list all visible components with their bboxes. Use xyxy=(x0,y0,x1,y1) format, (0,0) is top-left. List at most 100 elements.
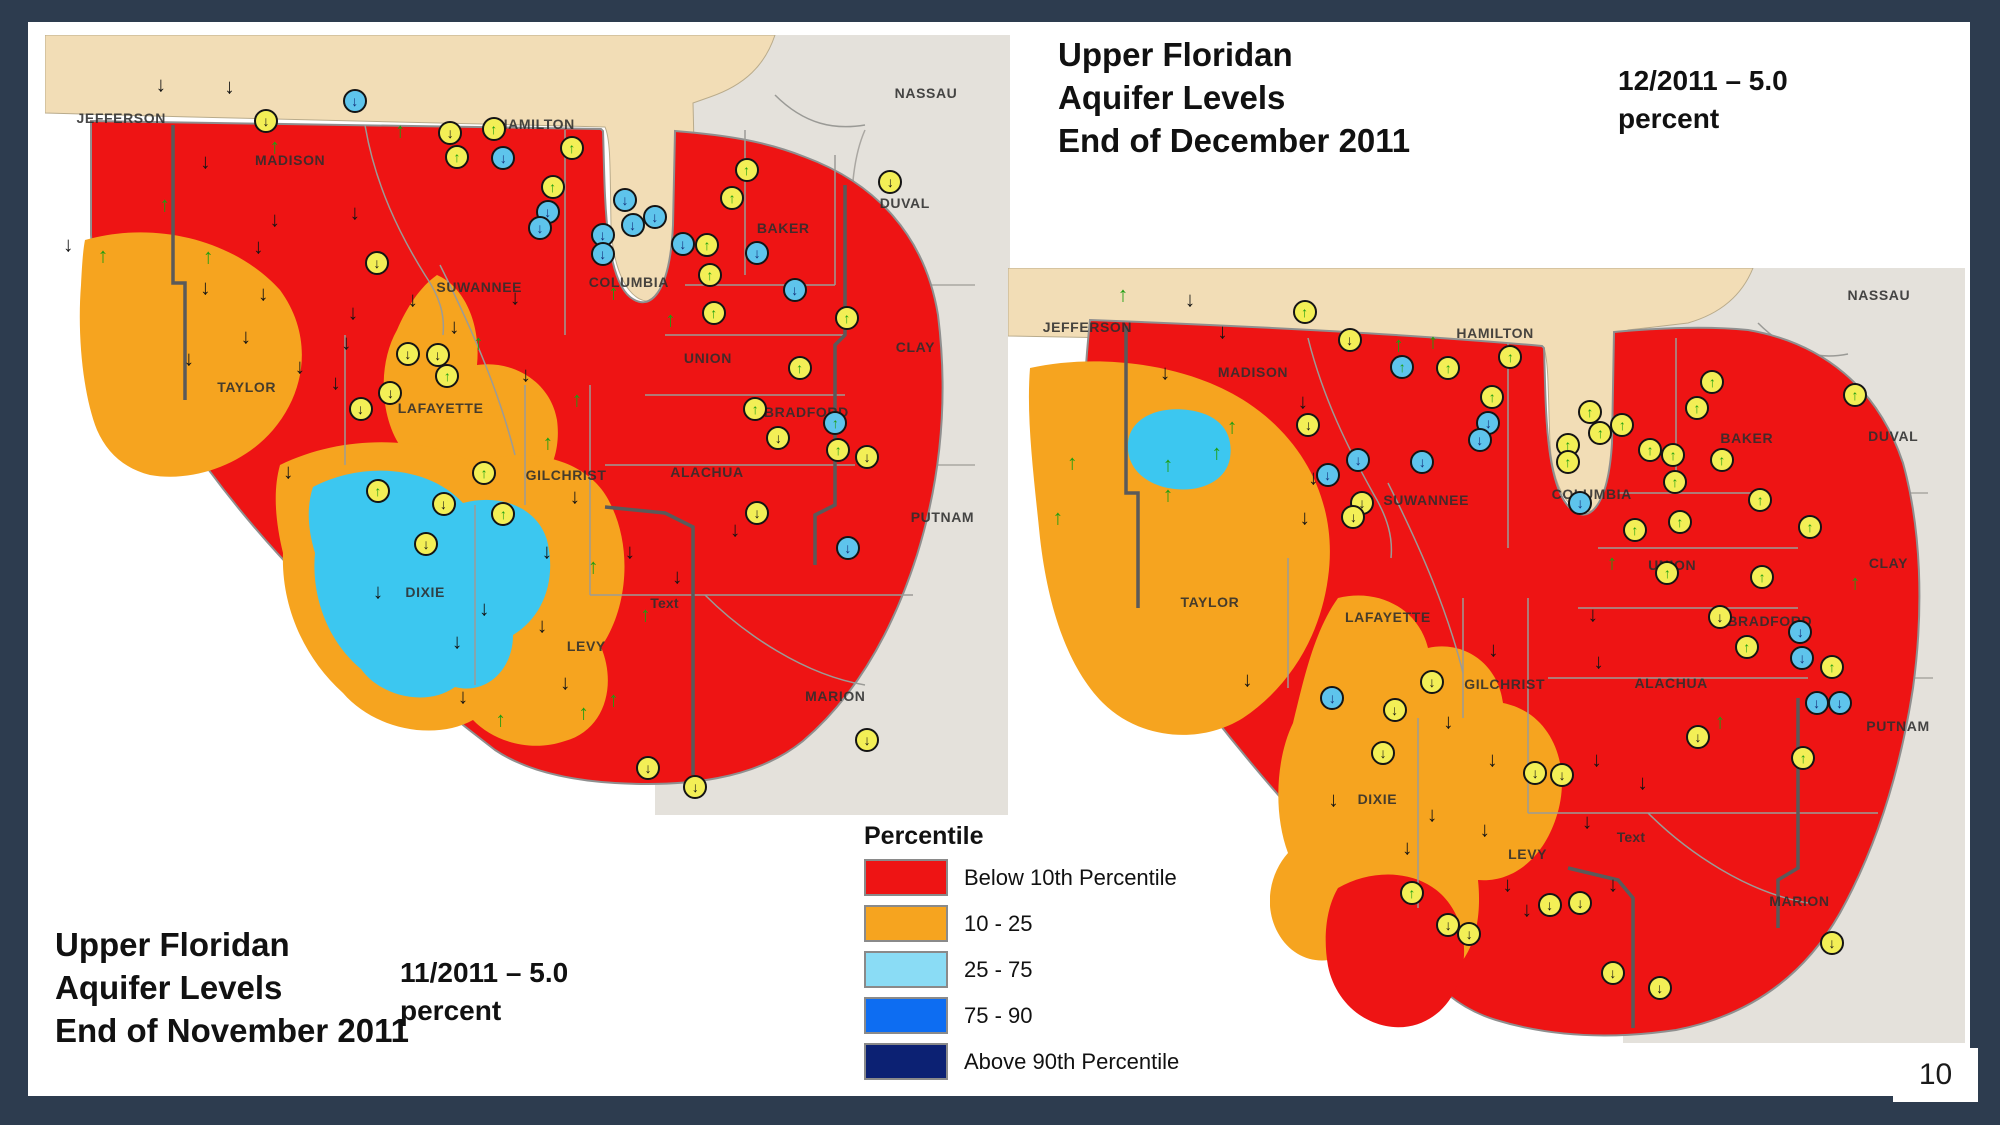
green-up-arrow: ↑ xyxy=(202,245,214,269)
yellow-circle-up-arrow: ↑ xyxy=(559,136,584,161)
blue-circle-down-arrow: ↓ xyxy=(590,242,615,267)
yellow-circle-down-arrow: ↓ xyxy=(855,728,880,753)
blue-circle-up-arrow: ↑ xyxy=(823,410,848,435)
black-down-arrow: ↓ xyxy=(347,301,359,325)
yellow-circle-up-arrow: ↑ xyxy=(1700,369,1725,394)
green-up-arrow: ↑ xyxy=(1052,506,1064,530)
yellow-circle-down-arrow: ↓ xyxy=(1600,961,1625,986)
green-up-arrow: ↑ xyxy=(1066,451,1078,475)
black-down-arrow: ↓ xyxy=(199,150,211,174)
yellow-circle-down-arrow: ↓ xyxy=(1296,413,1321,438)
yellow-circle-down-arrow: ↓ xyxy=(1436,913,1461,938)
blue-circle-down-arrow: ↓ xyxy=(620,213,645,238)
black-down-arrow: ↓ xyxy=(1242,668,1253,692)
county-label: MARION xyxy=(1769,893,1830,910)
black-down-arrow: ↓ xyxy=(1521,898,1532,922)
yellow-circle-up-arrow: ↑ xyxy=(1685,396,1710,421)
black-down-arrow: ↓ xyxy=(569,485,581,509)
black-down-arrow: ↓ xyxy=(199,276,211,300)
yellow-circle-up-arrow: ↑ xyxy=(1709,448,1734,473)
black-down-arrow: ↓ xyxy=(1401,836,1413,860)
november-title-line3: End of November 2011 xyxy=(55,1011,409,1049)
yellow-circle-up-arrow: ↑ xyxy=(1842,383,1867,408)
blue-circle-down-arrow: ↓ xyxy=(342,89,367,114)
county-label: DIXIE xyxy=(405,583,445,600)
black-down-arrow: ↓ xyxy=(253,235,264,259)
green-up-arrow: ↑ xyxy=(665,308,676,332)
blue-circle-down-arrow: ↓ xyxy=(491,146,516,171)
county-label: CLAY xyxy=(895,339,936,355)
blue-circle-down-arrow: ↓ xyxy=(782,278,807,303)
county-label: Text xyxy=(1616,828,1646,845)
black-down-arrow: ↓ xyxy=(155,73,167,97)
black-down-arrow: ↓ xyxy=(559,671,571,695)
yellow-circle-down-arrow: ↓ xyxy=(395,342,420,367)
black-down-arrow: ↓ xyxy=(1502,873,1513,897)
black-down-arrow: ↓ xyxy=(1159,361,1171,385)
yellow-circle-up-arrow: ↑ xyxy=(834,306,859,331)
legend-item: Above 90th Percentile xyxy=(864,1043,1264,1080)
black-down-arrow: ↓ xyxy=(1442,710,1454,734)
blue-circle-up-arrow: ↑ xyxy=(1390,355,1415,380)
yellow-circle-down-arrow: ↓ xyxy=(1819,931,1844,956)
yellow-circle-down-arrow: ↓ xyxy=(431,491,456,516)
black-down-arrow: ↓ xyxy=(240,325,251,349)
yellow-circle-up-arrow: ↑ xyxy=(472,461,497,486)
black-down-arrow: ↓ xyxy=(1426,803,1438,827)
november-date-line1: 11/2011 – 5.0 xyxy=(400,957,569,988)
black-down-arrow: ↓ xyxy=(1591,748,1602,772)
county-label: DUVAL xyxy=(879,194,930,211)
yellow-circle-down-arrow: ↓ xyxy=(766,426,791,451)
county-label: MADISON xyxy=(1217,363,1289,380)
legend-swatch xyxy=(864,1043,948,1080)
black-down-arrow: ↓ xyxy=(729,518,741,542)
yellow-circle-down-arrow: ↓ xyxy=(1523,761,1548,786)
green-up-arrow: ↑ xyxy=(1606,551,1618,575)
county-label: LAFAYETTE xyxy=(1345,608,1431,625)
november-date: 11/2011 – 5.0 percent xyxy=(400,954,568,1030)
legend-rows: Below 10th Percentile 10 - 25 25 - 75 75 - … xyxy=(864,859,1264,1080)
county-label: TAYLOR xyxy=(1180,594,1240,611)
blue-circle-down-arrow: ↓ xyxy=(835,536,860,561)
county-label: SUWANNEE xyxy=(436,278,523,295)
december-date: 12/2011 – 5.0 percent xyxy=(1618,62,1788,138)
yellow-circle-up-arrow: ↑ xyxy=(481,116,506,141)
yellow-circle-up-arrow: ↑ xyxy=(787,356,812,381)
yellow-circle-up-arrow: ↑ xyxy=(1748,487,1773,512)
december-title-line2: Aquifer Levels xyxy=(1058,78,1286,116)
yellow-circle-up-arrow: ↑ xyxy=(734,157,759,182)
map-november: JEFFERSON MADISON HAMILTON NASSAU BAKER DUVAL… xyxy=(45,35,1010,815)
legend-swatch xyxy=(864,951,948,988)
black-down-arrow: ↓ xyxy=(257,282,269,306)
county-label: PUTNAM xyxy=(1866,718,1930,735)
county-label: MARION xyxy=(805,687,866,704)
black-down-arrow: ↓ xyxy=(1479,818,1490,842)
blue-circle-down-arrow: ↓ xyxy=(1827,690,1852,715)
legend-label: Above 90th Percentile xyxy=(964,1048,1180,1074)
blue-circle-down-arrow: ↓ xyxy=(528,215,553,240)
black-down-arrow: ↓ xyxy=(520,363,531,387)
yellow-circle-down-arrow: ↓ xyxy=(1647,975,1672,1000)
green-up-arrow: ↑ xyxy=(269,135,280,159)
yellow-circle-up-arrow: ↑ xyxy=(1819,655,1844,680)
yellow-circle-down-arrow: ↓ xyxy=(378,381,403,406)
green-up-arrow: ↑ xyxy=(159,193,170,217)
black-down-arrow: ↓ xyxy=(330,371,341,395)
green-up-arrow: ↑ xyxy=(587,555,599,579)
yellow-circle-down-arrow: ↓ xyxy=(1568,890,1593,915)
map-december-overlay: JEFFERSON MADISON HAMILTON NASSAU BAKER DUVAL… xyxy=(1008,268,1965,1043)
yellow-circle-up-arrow: ↑ xyxy=(720,186,745,211)
black-down-arrow: ↓ xyxy=(282,460,294,484)
county-label: HAMILTON xyxy=(1456,325,1534,342)
december-title-line3: End of December 2011 xyxy=(1058,121,1411,159)
black-down-arrow: ↓ xyxy=(1328,788,1339,812)
yellow-circle-down-arrow: ↓ xyxy=(1537,893,1562,918)
black-down-arrow: ↓ xyxy=(183,347,195,371)
yellow-circle-down-arrow: ↓ xyxy=(438,121,463,146)
yellow-circle-up-arrow: ↑ xyxy=(1555,449,1580,474)
blue-circle-down-arrow: ↓ xyxy=(1320,686,1345,711)
county-label: JEFFERSON xyxy=(76,109,166,126)
county-label: TAYLOR xyxy=(217,378,277,395)
legend-item: 75 - 90 xyxy=(864,997,1264,1034)
legend-item: Below 10th Percentile xyxy=(864,859,1264,896)
